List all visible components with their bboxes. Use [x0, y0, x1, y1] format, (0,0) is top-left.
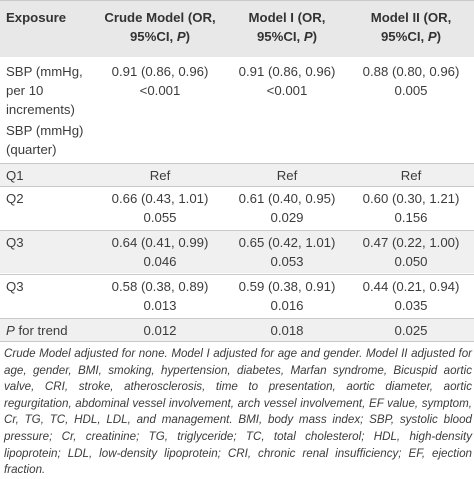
- header-model-2: Model II (OR, 95%CI, P): [352, 8, 470, 46]
- row-label: Q2: [6, 191, 24, 206]
- header-crude-model: Crude Model (OR, 95%CI, P): [100, 8, 220, 46]
- model2-or: 0.60 (0.30, 1.21): [362, 191, 460, 206]
- model1-or: 0.91 (0.86, 0.96): [238, 64, 336, 79]
- row-label: Q1: [6, 168, 24, 183]
- model1-p: 0.053: [270, 254, 304, 269]
- table-row: Q3 0.64 (0.41, 0.99) 0.046 0.65 (0.42, 1…: [0, 231, 474, 273]
- model1-p: 0.016: [270, 298, 304, 313]
- model1-or: Ref: [276, 168, 298, 183]
- row-divider: [0, 230, 474, 231]
- crude-or: Ref: [149, 168, 171, 183]
- header-model-1-close: ): [312, 29, 318, 44]
- table-header: Exposure Crude Model (OR, 95%CI, P) Mode…: [0, 0, 474, 57]
- row-label: SBP (mmHg, per 10 increments): [6, 64, 83, 117]
- crude-or: 0.64 (0.41, 0.99): [111, 235, 209, 250]
- row-divider: [0, 318, 474, 319]
- model2-p: 0.005: [394, 83, 428, 98]
- row-label: Q3: [6, 235, 24, 250]
- crude-or: 0.66 (0.43, 1.01): [111, 191, 209, 206]
- crude-or: 0.91 (0.86, 0.96): [111, 64, 209, 79]
- model2-p: 0.156: [394, 210, 428, 225]
- row-label-text: for trend: [14, 323, 68, 338]
- crude-p: 0.055: [143, 210, 177, 225]
- model1-p: 0.029: [270, 210, 304, 225]
- header-crude-model-text: Crude Model (OR, 95%CI,: [104, 10, 216, 44]
- header-model-2-p: P: [427, 29, 437, 44]
- row-label: SBP (mmHg) (quarter): [6, 123, 84, 157]
- model2-p: 0.025: [394, 323, 428, 338]
- model1-p: <0.001: [266, 83, 308, 98]
- crude-p: 0.012: [143, 323, 177, 338]
- header-model-2-text: Model II (OR, 95%CI,: [370, 10, 452, 44]
- crude-p: 0.013: [143, 298, 177, 313]
- model2-or: 0.47 (0.22, 1.00): [362, 235, 460, 250]
- table-row: SBP (mmHg) (quarter): [0, 121, 474, 161]
- table-row: Q3 0.58 (0.38, 0.89) 0.013 0.59 (0.38, 0…: [0, 275, 474, 317]
- row-divider: [0, 163, 474, 164]
- header-exposure-text: Exposure: [6, 10, 67, 25]
- row-divider: [0, 274, 474, 275]
- model2-or: 0.88 (0.80, 0.96): [362, 64, 460, 79]
- model2-p: 0.050: [394, 254, 428, 269]
- header-model-1: Model I (OR, 95%CI, P): [228, 8, 346, 46]
- header-model-1-text: Model I (OR, 95%CI,: [248, 10, 326, 44]
- header-crude-model-close: ): [185, 29, 191, 44]
- model1-or: 0.61 (0.40, 0.95): [238, 191, 336, 206]
- row-label: Q3: [6, 279, 24, 294]
- crude-or: 0.58 (0.38, 0.89): [111, 279, 209, 294]
- table-bottom-border: [0, 341, 474, 342]
- crude-p: <0.001: [139, 83, 181, 98]
- model1-or: 0.65 (0.42, 1.01): [238, 235, 336, 250]
- header-exposure: Exposure: [6, 8, 66, 27]
- model2-p: 0.035: [394, 298, 428, 313]
- table-row: Q1 Ref Ref Ref: [0, 164, 474, 186]
- header-model-1-p: P: [303, 29, 313, 44]
- crude-p: 0.046: [143, 254, 177, 269]
- model2-or: Ref: [400, 168, 422, 183]
- model1-or: 0.59 (0.38, 0.91): [238, 279, 336, 294]
- p-italic: P: [6, 323, 15, 338]
- header-crude-model-p: P: [176, 29, 186, 44]
- table-row: SBP (mmHg, per 10 increments) 0.91 (0.86…: [0, 62, 474, 118]
- table-footnote: Crude Model adjusted for none. Model I a…: [4, 347, 472, 477]
- table-row: P for trend 0.012 0.018 0.025: [0, 319, 474, 341]
- header-model-2-close: ): [436, 29, 442, 44]
- model1-p: 0.018: [270, 323, 304, 338]
- row-divider: [0, 186, 474, 187]
- model2-or: 0.44 (0.21, 0.94): [362, 279, 460, 294]
- row-label: P for trend: [6, 321, 102, 340]
- table-row: Q2 0.66 (0.43, 1.01) 0.055 0.61 (0.40, 0…: [0, 187, 474, 229]
